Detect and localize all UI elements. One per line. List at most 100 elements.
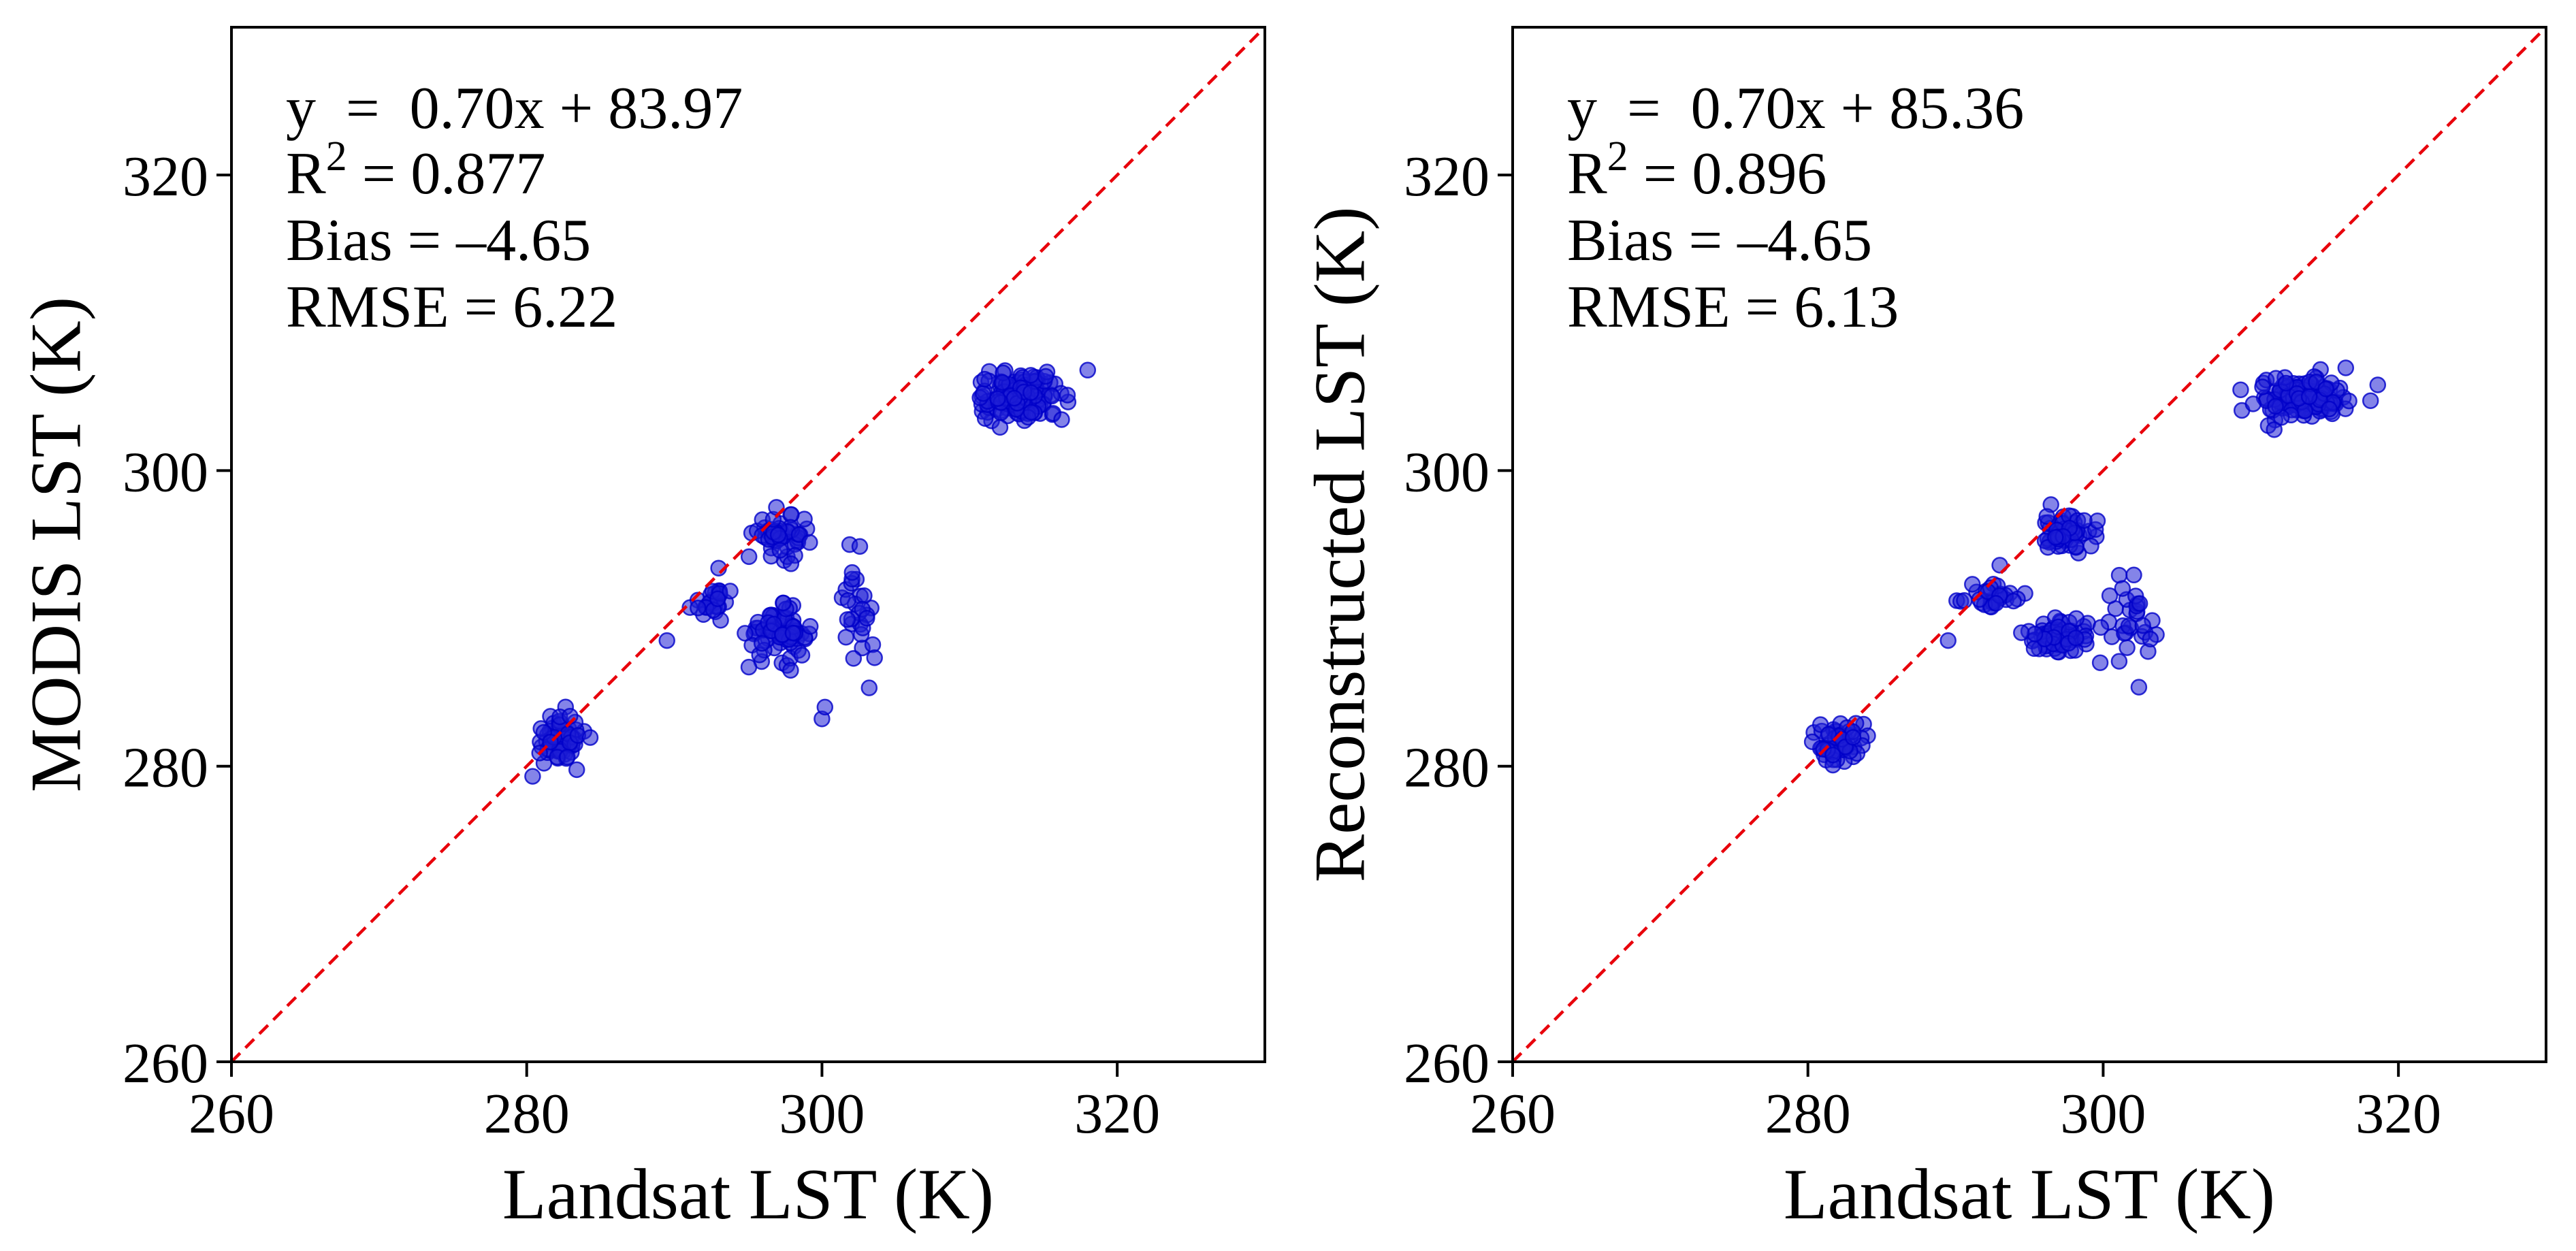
scatter-point xyxy=(709,590,726,607)
rmse-annotation: RMSE = 6.13 xyxy=(1567,274,1899,340)
scatter-point xyxy=(2125,566,2142,584)
scatter-point xyxy=(2362,392,2379,409)
rmse-annotation: RMSE = 6.22 xyxy=(286,274,617,340)
scatter-point xyxy=(839,611,856,628)
plot-frame xyxy=(1511,26,2547,1063)
scatter-point xyxy=(690,599,707,617)
one-to-one-line xyxy=(230,26,1266,1063)
scatter-point xyxy=(801,618,819,635)
scatter-point xyxy=(1023,404,1040,421)
scatter-point xyxy=(975,385,992,402)
scatter-point xyxy=(2120,617,2138,635)
y-tick-label: 300 xyxy=(1404,440,1490,504)
scatter-point xyxy=(1939,632,1957,649)
scatter-point xyxy=(1964,576,1981,593)
scatter-point xyxy=(2119,639,2136,656)
y-tick-label: 320 xyxy=(1404,145,1490,208)
scatter-point xyxy=(2266,421,2283,438)
scatter-point xyxy=(769,526,787,544)
scatter-point xyxy=(722,583,739,600)
scatter-point xyxy=(1005,389,1023,407)
scatter-point xyxy=(1820,726,1837,743)
r-squared-superscript: 2 xyxy=(1607,133,1628,180)
scatter-point xyxy=(1079,361,1097,379)
scatter-point xyxy=(976,370,993,388)
scatter-point xyxy=(2082,538,2099,555)
scatter-point xyxy=(2110,653,2128,670)
axis-ticks: 260 280 300 320 260 280 300 320 xyxy=(123,145,1160,1146)
scatter-point xyxy=(793,647,811,664)
y-tick-label: 260 xyxy=(1404,1032,1490,1095)
scatter-point xyxy=(2300,388,2318,406)
scatter-point xyxy=(1023,384,1040,401)
r-squared-symbol: R xyxy=(1567,141,1607,207)
scatter-point xyxy=(858,610,875,627)
r-squared-annotation: R2 = 0.896 xyxy=(1567,133,1826,207)
scatter-point xyxy=(991,419,1009,436)
scatter-point xyxy=(2142,630,2159,648)
scatter-points xyxy=(524,361,1097,785)
scatter-point xyxy=(843,564,861,581)
scatter-point xyxy=(753,634,771,652)
scatter-point xyxy=(771,542,789,559)
scatter-point xyxy=(2232,381,2249,398)
scatter-point xyxy=(1059,387,1076,404)
r-squared-symbol: R xyxy=(286,141,326,207)
scatter-point xyxy=(782,555,800,572)
r-squared-value: = 0.877 xyxy=(347,141,546,207)
plot-frame xyxy=(230,26,1266,1063)
scatter-point xyxy=(775,594,792,612)
scatter-point xyxy=(1824,746,1841,764)
scatter-point xyxy=(784,624,802,642)
x-tick-label: 300 xyxy=(2060,1082,2146,1146)
x-tick-label: 280 xyxy=(1765,1082,1851,1146)
regression-equation: y = 0.70x + 83.97 xyxy=(286,76,743,142)
scatter-point xyxy=(559,749,576,766)
bias-annotation: Bias = –4.65 xyxy=(286,208,591,274)
r-squared-annotation: R2 = 0.877 xyxy=(286,133,545,207)
scatter-point xyxy=(581,729,599,746)
scatter-point xyxy=(2047,529,2064,546)
scatter-point xyxy=(1022,367,1040,384)
scatter-point xyxy=(2038,508,2055,525)
y-tick-label: 300 xyxy=(123,440,208,504)
x-tick-label: 320 xyxy=(1074,1082,1160,1146)
scatter-point xyxy=(2005,592,2022,610)
r-squared-value: = 0.896 xyxy=(1628,141,1827,207)
scatter-point xyxy=(1844,729,1862,746)
scatter-point xyxy=(2091,654,2109,671)
scatter-point xyxy=(524,768,541,785)
regression-equation: y = 0.70x + 85.36 xyxy=(1567,76,2024,142)
scatter-point xyxy=(839,591,856,609)
scatter-point xyxy=(2277,374,2295,392)
scatter-point xyxy=(1043,387,1061,405)
y-axis-label: Reconstructed LST (K) xyxy=(1300,206,1380,882)
scatter-point xyxy=(994,374,1011,391)
scatter-point xyxy=(2254,378,2271,395)
scatter-point xyxy=(2130,679,2148,696)
scatter-point xyxy=(856,587,873,604)
one-to-one-line xyxy=(1511,26,2547,1063)
scatter-point xyxy=(1037,368,1054,385)
scatter-point xyxy=(2067,538,2084,555)
scatter-point xyxy=(1956,592,1973,609)
x-axis-label: Landsat LST (K) xyxy=(502,1154,994,1234)
scatter-point xyxy=(2026,626,2044,643)
y-axis-label: MODIS LST (K) xyxy=(16,297,96,792)
x-tick-label: 260 xyxy=(189,1082,274,1146)
scatter-point xyxy=(2092,619,2110,636)
scatter-point xyxy=(658,632,675,649)
scatter-point xyxy=(845,650,863,667)
chart-panel-modis: 260 280 300 320 260 280 300 320 Landsat LST (K)… xyxy=(16,26,1266,1234)
scatter-point xyxy=(782,662,799,679)
scatter-point xyxy=(801,534,818,551)
x-tick-label: 300 xyxy=(779,1082,865,1146)
scatter-point xyxy=(2013,624,2030,641)
scatter-point xyxy=(1053,411,1070,428)
x-tick-label: 260 xyxy=(1470,1082,1556,1146)
axis-ticks: 260 280 300 320 260 280 300 320 xyxy=(1404,145,2441,1146)
scatter-point xyxy=(2244,395,2262,412)
scatter-point xyxy=(2101,587,2119,604)
scatter-point xyxy=(2114,580,2131,597)
